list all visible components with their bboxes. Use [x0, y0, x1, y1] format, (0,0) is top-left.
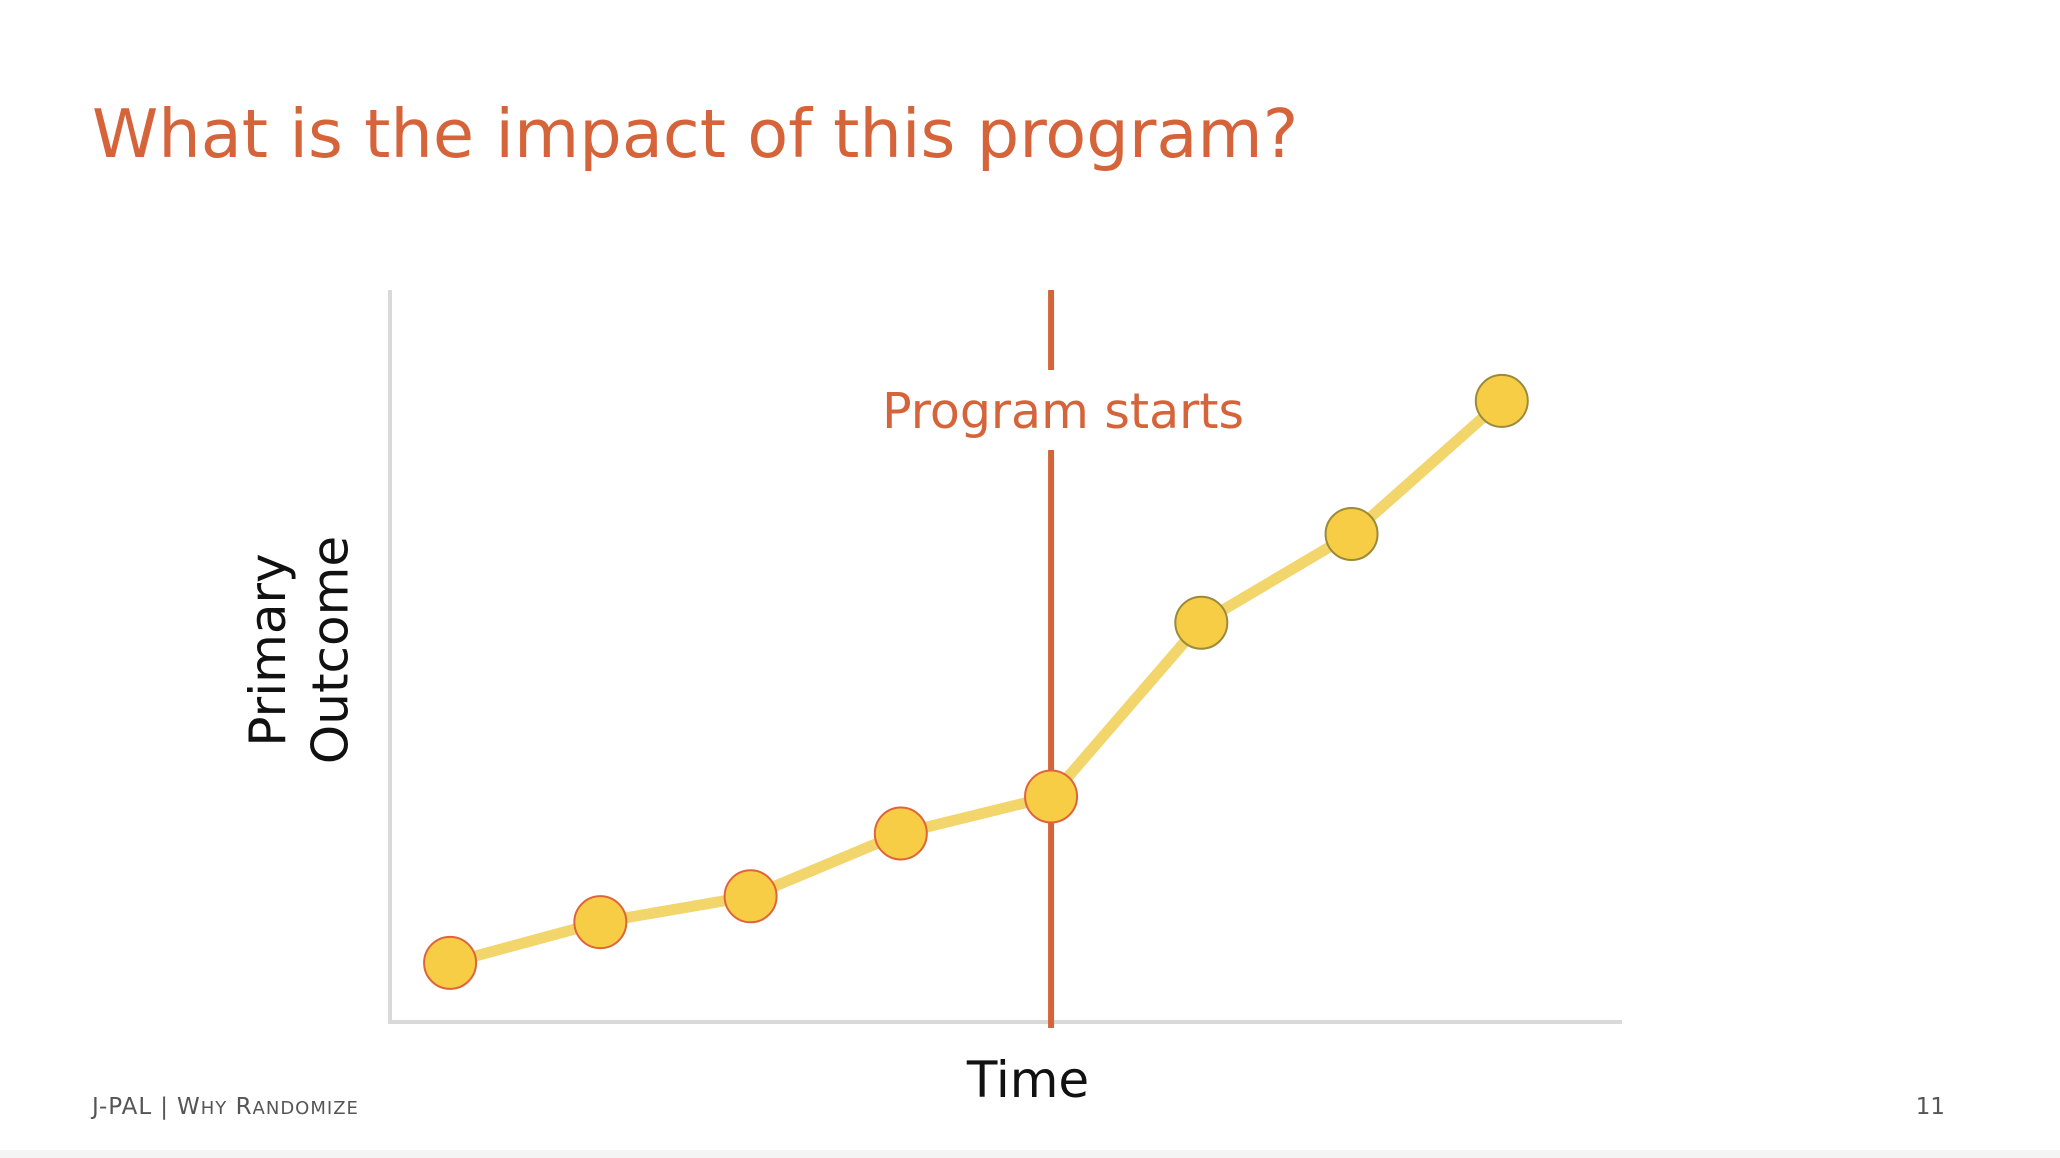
- data-point: [1474, 373, 1529, 428]
- footer-section-initial-1: W: [176, 1094, 201, 1120]
- page-number: 11: [1915, 1094, 1945, 1120]
- data-point: [1024, 769, 1079, 824]
- series-line: [444, 395, 1508, 969]
- footer-section-rest-1: HY: [200, 1098, 228, 1119]
- y-axis-label-line: Outcome: [302, 536, 360, 764]
- data-point: [1324, 507, 1379, 561]
- data-point: [1174, 595, 1229, 650]
- data-point: [423, 935, 478, 990]
- footer-org: J-PAL: [92, 1094, 153, 1120]
- data-point: [873, 806, 928, 861]
- x-axis-label: Time: [966, 1051, 1089, 1109]
- data-point: [723, 869, 778, 924]
- footer-section-initial-2: R: [235, 1094, 253, 1120]
- footer-section-label: J-PAL | WHY RANDOMIZE: [92, 1094, 359, 1120]
- y-axis-label-line: Primary: [239, 553, 297, 746]
- y-axis-label: PrimaryOutcome: [239, 536, 360, 764]
- footer-separator: |: [160, 1094, 169, 1120]
- data-point: [573, 895, 628, 950]
- program-start-label: Program starts: [882, 383, 1244, 440]
- slide-title: What is the impact of this program?: [92, 95, 1299, 173]
- bottom-strip: [0, 1150, 2060, 1158]
- footer-section-rest-2: ANDOMIZE: [252, 1098, 359, 1119]
